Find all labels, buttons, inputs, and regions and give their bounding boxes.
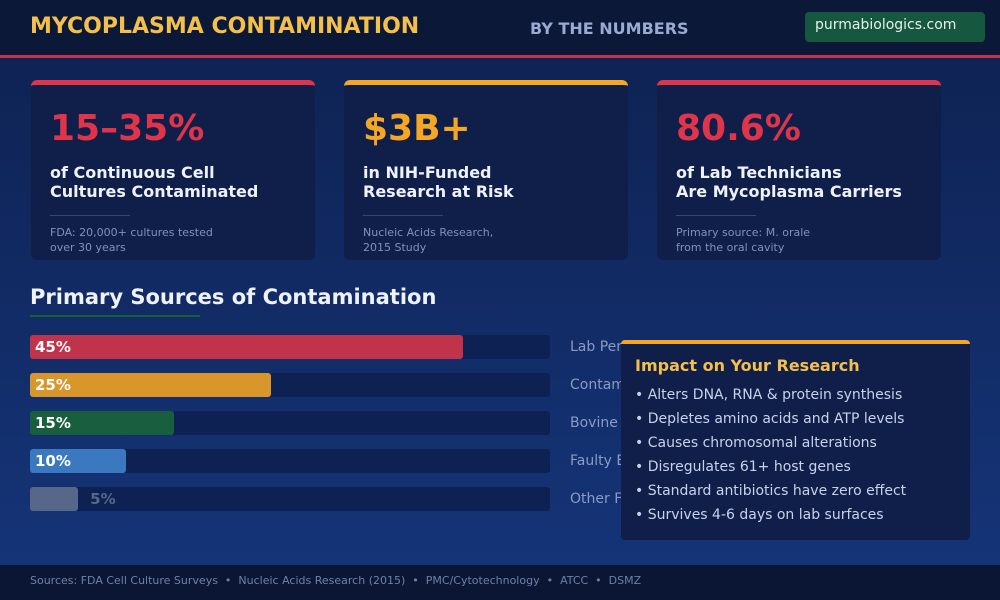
text-line: Are Mycoplasma Carriers	[676, 182, 902, 201]
bullet-item: Survives 4-6 days on lab surfaces	[635, 503, 956, 527]
stat-card: 15–35% of Continuous Cell Cultures Contami…	[31, 80, 315, 260]
bar-track: 25%	[30, 373, 550, 397]
category-label: Other F	[570, 491, 623, 507]
text-line: over 30 years	[50, 241, 126, 254]
bullet-item: Causes chromosomal alterations	[635, 431, 956, 455]
category-label: Lab Per	[570, 339, 623, 355]
stat-description: of Continuous Cell Cultures Contaminated	[50, 163, 296, 201]
stat-value: 80.6%	[676, 108, 801, 149]
stat-source: Nucleic Acids Research, 2015 Study	[363, 215, 609, 255]
text-line: Primary source: M. orale	[676, 226, 811, 239]
bullet-item: Alters DNA, RNA & protein synthesis	[635, 383, 956, 407]
tagline: BY THE NUMBERS	[530, 19, 689, 38]
footer-source: Nucleic Acids Research (2015)	[218, 574, 405, 587]
impact-panel: Impact on Your Research Alters DNA, RNA …	[621, 340, 970, 540]
bar	[30, 373, 271, 397]
panel-title: Impact on Your Research	[635, 356, 860, 375]
footer-source: DSMZ	[588, 574, 641, 587]
value-label: 10%	[35, 452, 71, 470]
footer: Sources: FDA Cell Culture SurveysNucleic…	[0, 565, 1000, 600]
footer-source: PMC/Cytotechnology	[405, 574, 539, 587]
section-title: Primary Sources of Contamination	[30, 285, 437, 309]
footer-source: Sources: FDA Cell Culture Surveys	[30, 574, 218, 587]
website-link[interactable]: purmabiologics.com	[805, 12, 985, 42]
bar-track: 10%	[30, 449, 550, 473]
value-label: 45%	[35, 338, 71, 356]
text-line: of Lab Technicians	[676, 163, 842, 182]
bar	[30, 335, 464, 359]
stat-description: of Lab Technicians Are Mycoplasma Carrier…	[676, 163, 922, 201]
text-line: in NIH-Funded	[363, 163, 492, 182]
text-line: from the oral cavity	[676, 241, 785, 254]
stat-source: Primary source: M. orale from the oral ca…	[676, 215, 922, 255]
bar-track: 15%	[30, 411, 550, 435]
bar	[30, 449, 127, 473]
underline	[30, 315, 200, 317]
text-line: Cultures Contaminated	[50, 182, 259, 201]
bullet-item: Disregulates 61+ host genes	[635, 455, 956, 479]
text-line: Research at Risk	[363, 182, 514, 201]
bar-track: 45%	[30, 335, 550, 359]
bullet-item: Depletes amino acids and ATP levels	[635, 407, 956, 431]
category-label: Faulty E	[570, 453, 626, 469]
stat-description: in NIH-Funded Research at Risk	[363, 163, 609, 201]
stat-value: $3B+	[363, 108, 471, 149]
text-line: of Continuous Cell	[50, 163, 215, 182]
text-line: FDA: 20,000+ cultures tested	[50, 226, 213, 239]
value-label: 25%	[35, 376, 71, 394]
value-label: 5%	[90, 490, 116, 508]
header: MYCOPLASMA CONTAMINATION BY THE NUMBERS …	[0, 0, 1000, 58]
stat-card: $3B+ in NIH-Funded Research at Risk Nucleic…	[344, 80, 628, 260]
category-label: Bovine	[570, 415, 618, 431]
footer-source: ATCC	[540, 574, 589, 587]
bar-track: 5%	[30, 487, 550, 511]
stat-source: FDA: 20,000+ cultures tested over 30 year…	[50, 215, 296, 255]
bullet-item: Standard antibiotics have zero effect	[635, 479, 956, 503]
stat-value: 15–35%	[50, 108, 205, 149]
text-line: 2015 Study	[363, 241, 427, 254]
title: MYCOPLASMA CONTAMINATION	[30, 14, 420, 39]
value-label: 15%	[35, 414, 71, 432]
category-label: Contam	[570, 377, 625, 393]
stat-card: 80.6% of Lab Technicians Are Mycoplasma Ca…	[657, 80, 941, 260]
bar	[30, 411, 175, 435]
text-line: Nucleic Acids Research,	[363, 226, 494, 239]
bar	[30, 487, 79, 511]
